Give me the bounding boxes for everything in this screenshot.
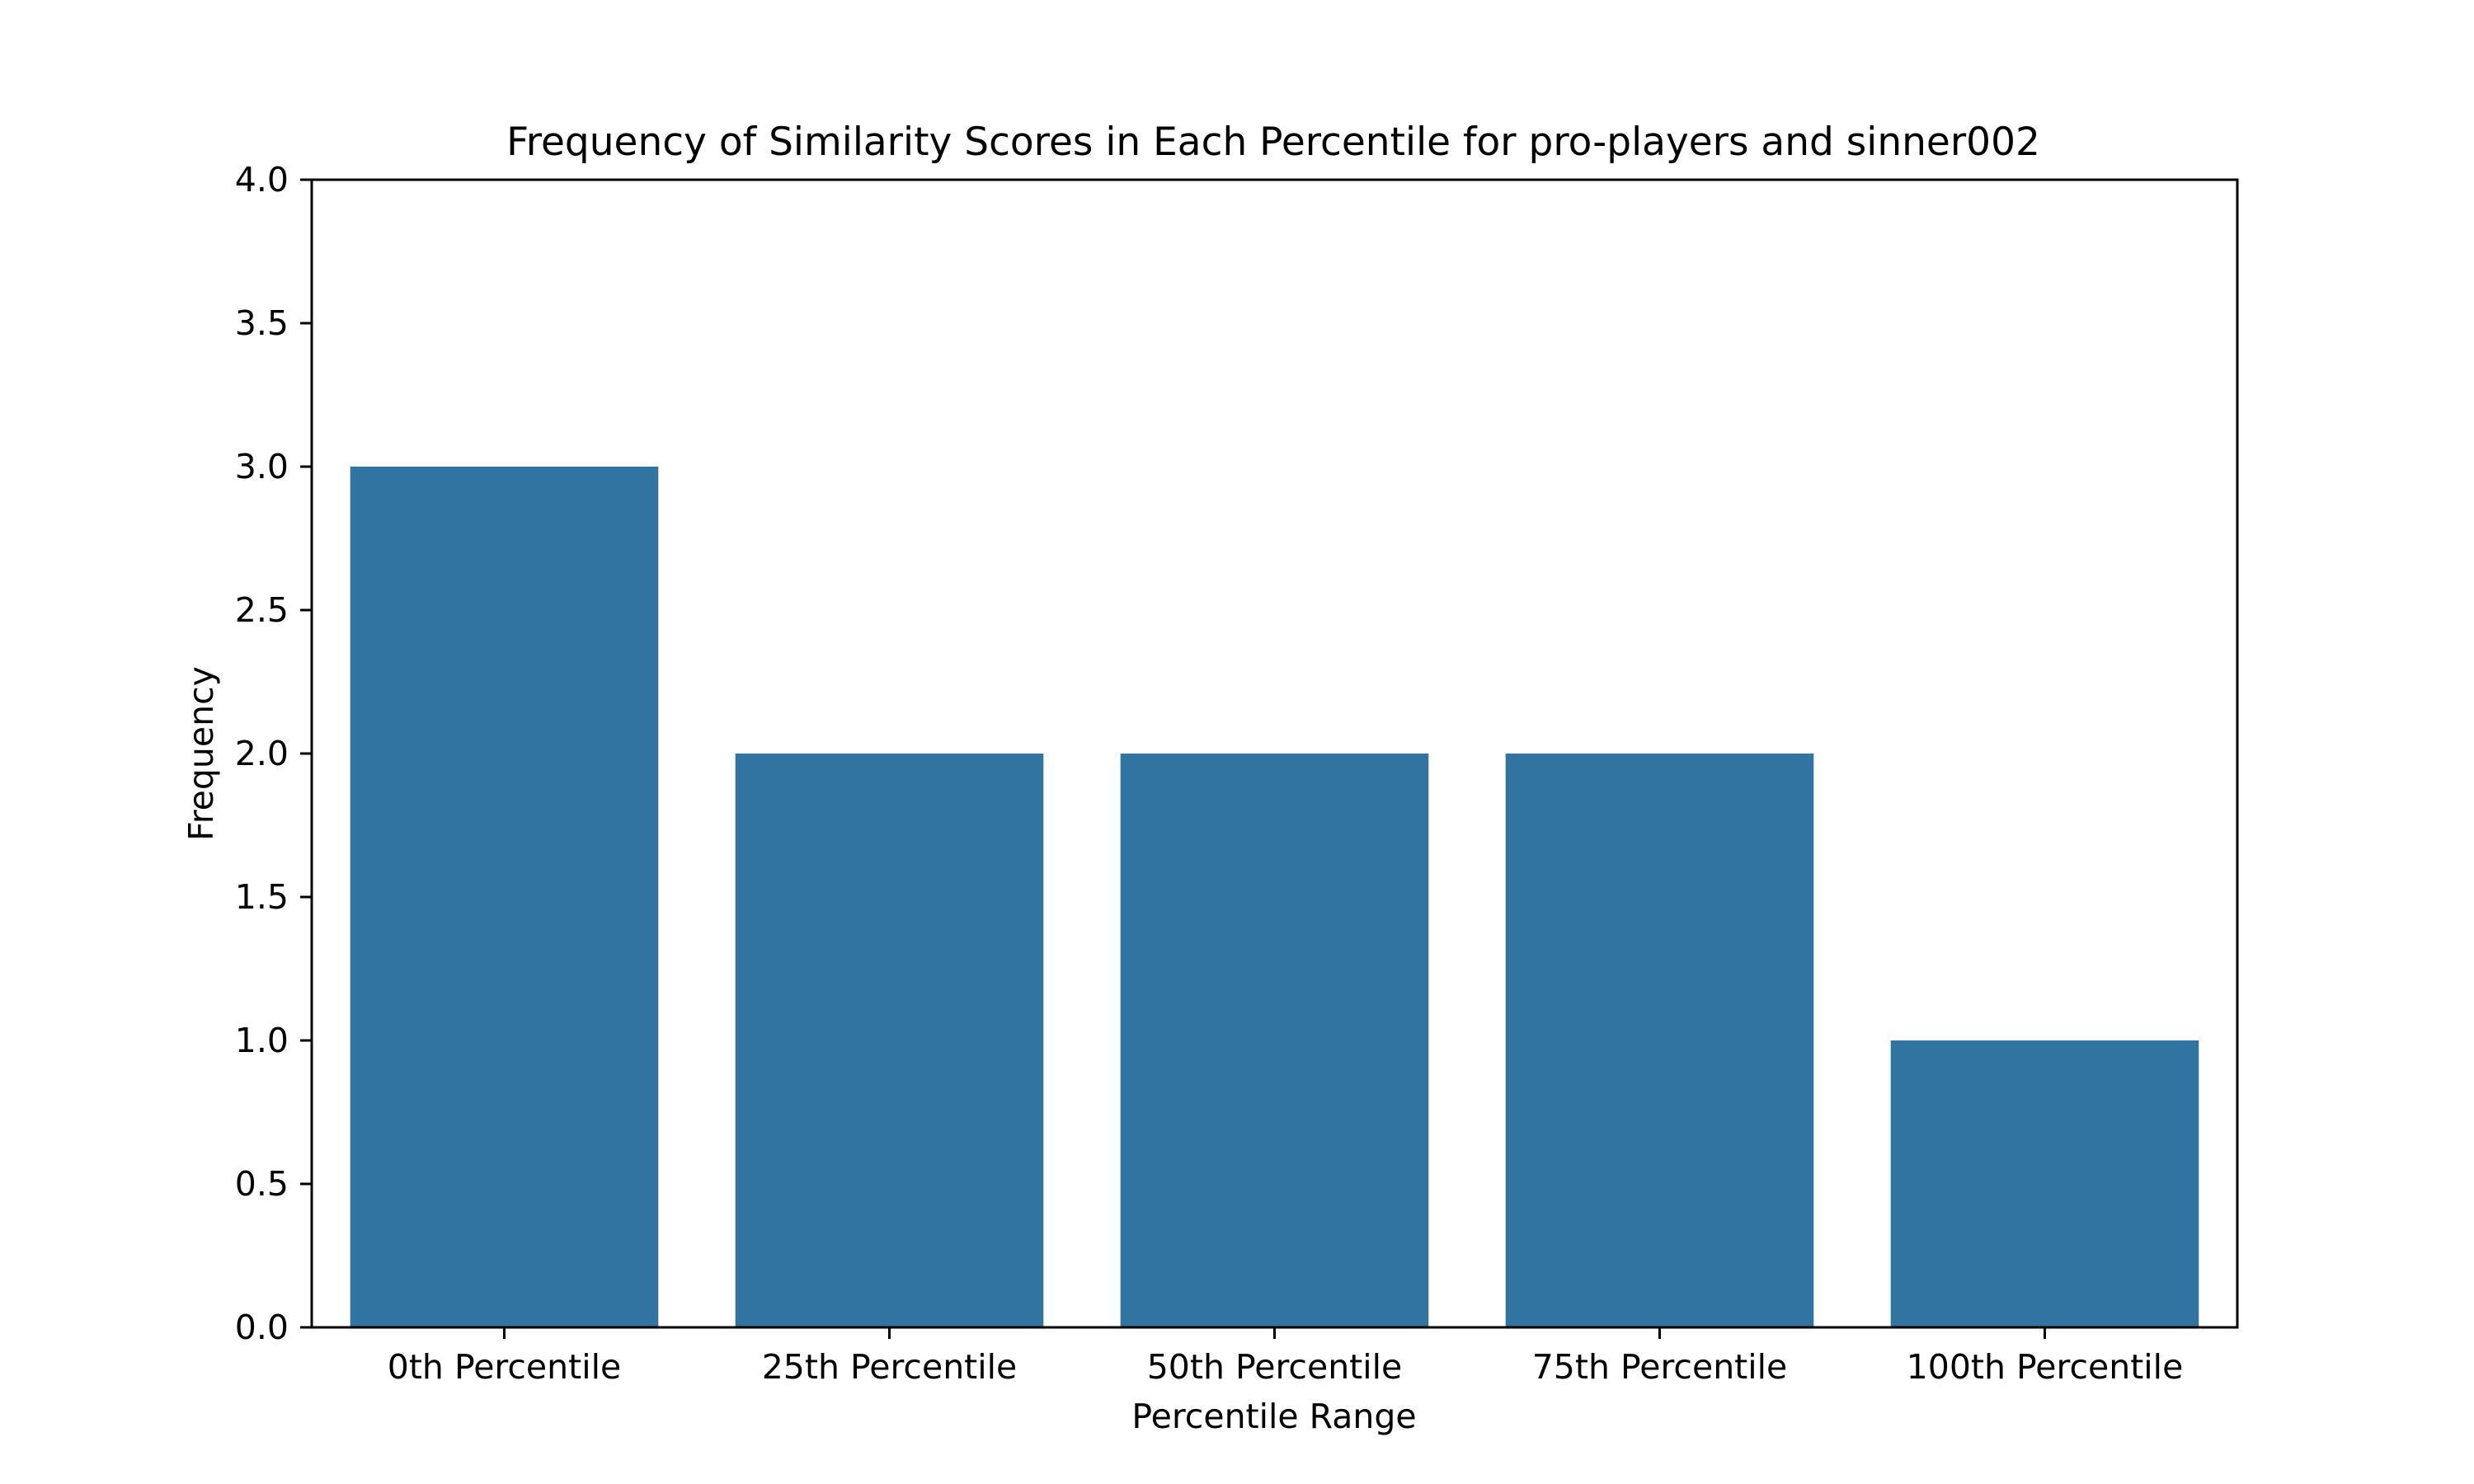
chart-title: Frequency of Similarity Scores in Each P… <box>506 120 2040 165</box>
x-tick-label: 75th Percentile <box>1532 1347 1788 1387</box>
bar-2 <box>1120 754 1429 1327</box>
x-tick-label: 100th Percentile <box>1907 1347 2184 1387</box>
x-tick-label: 50th Percentile <box>1147 1347 1403 1387</box>
bars-group <box>350 467 2199 1327</box>
y-tick-label: 3.5 <box>235 303 289 343</box>
y-axis-label: Frequency <box>181 666 221 841</box>
bar-1 <box>735 754 1044 1327</box>
y-tick-label: 0.5 <box>235 1164 289 1204</box>
bar-4 <box>1890 1040 2199 1327</box>
x-axis-ticks: 0th Percentile 25th Percentile 50th Percen… <box>388 1327 2184 1387</box>
y-tick-label: 0.0 <box>235 1308 289 1347</box>
bar-0 <box>350 467 659 1327</box>
y-tick-label: 3.0 <box>235 447 289 486</box>
x-tick-label: 25th Percentile <box>762 1347 1018 1387</box>
y-axis-ticks: 0.0 0.5 1.0 1.5 2.0 2.5 3.0 3.5 4.0 <box>235 160 312 1347</box>
bar-3 <box>1505 754 1814 1327</box>
y-tick-label: 1.0 <box>235 1021 289 1060</box>
y-tick-label: 2.5 <box>235 590 289 630</box>
plot-frame <box>310 178 2239 1329</box>
x-tick-label: 0th Percentile <box>388 1347 621 1387</box>
y-tick-label: 1.5 <box>235 877 289 917</box>
y-tick-label: 4.0 <box>235 160 289 200</box>
x-axis-label: Percentile Range <box>1131 1397 1416 1436</box>
y-tick-label: 2.0 <box>235 734 289 773</box>
